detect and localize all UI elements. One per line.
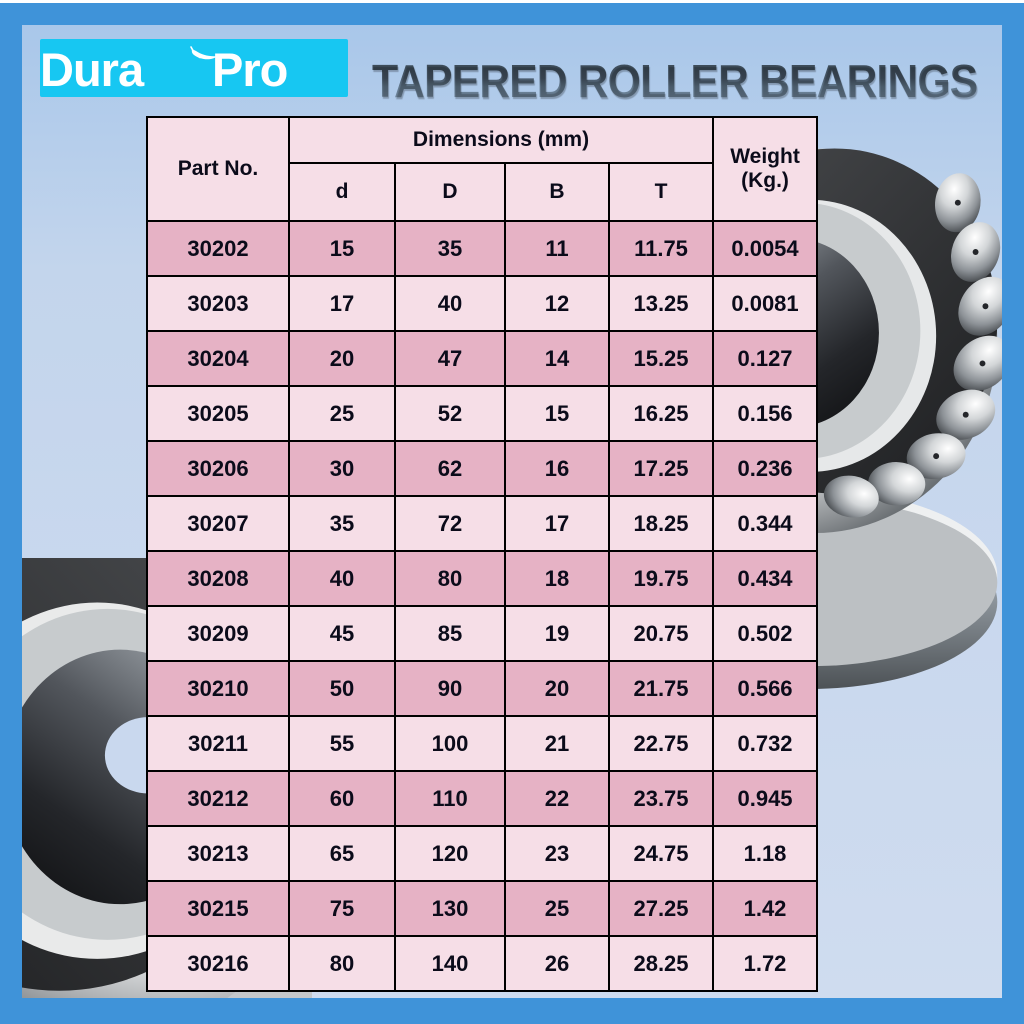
svg-text:Pro: Pro: [212, 43, 287, 96]
svg-text:Dura: Dura: [40, 43, 145, 96]
